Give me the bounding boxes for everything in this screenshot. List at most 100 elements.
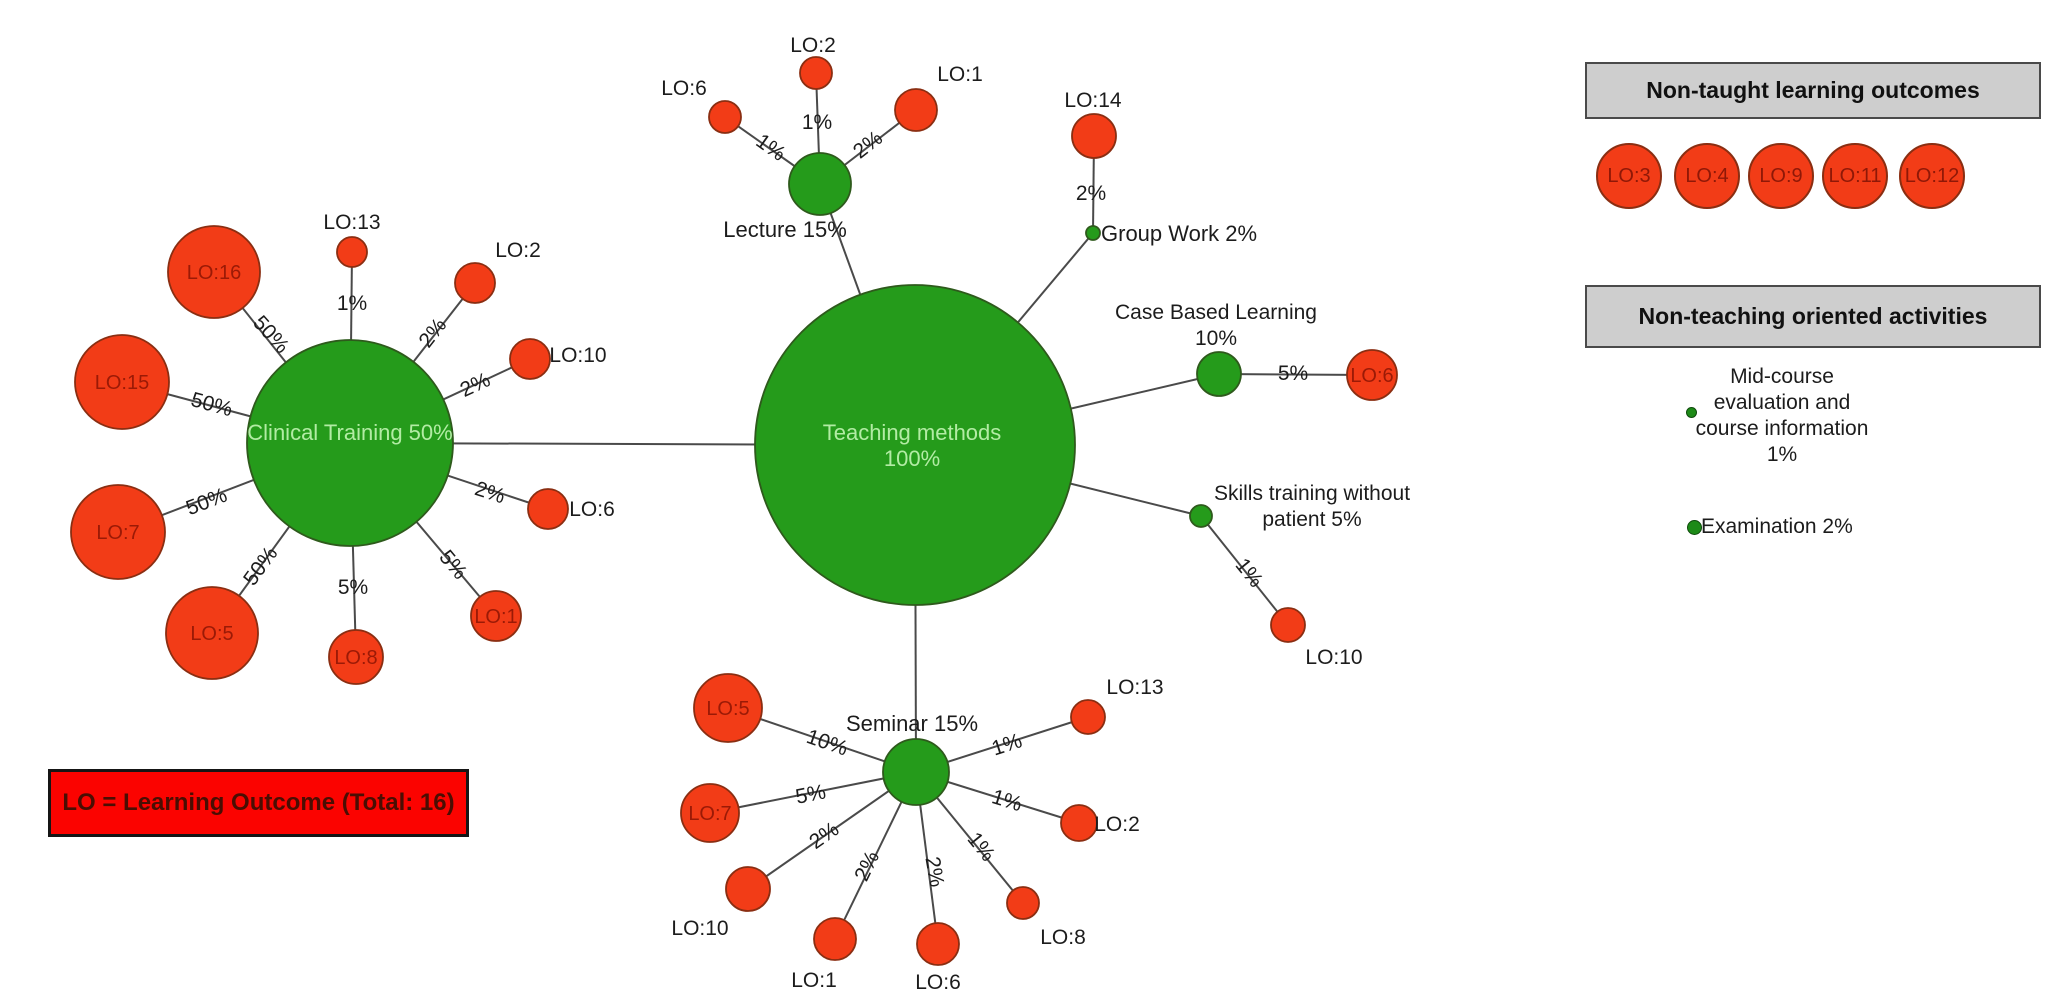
node-lo6-seminar <box>916 922 960 966</box>
label-lo13-clinical: LO:13 <box>323 211 380 234</box>
non-teaching-legend-header: Non-teaching oriented activities <box>1585 285 2041 348</box>
label-lo16-clinical: LO:16 <box>187 262 241 284</box>
node-lo2-clinical <box>454 262 496 304</box>
edge-label-clinical-lo1-clinical: 5% <box>434 546 471 584</box>
edge-label-seminar-lo10-seminar: 2% <box>805 818 843 854</box>
node-lo5-seminar <box>693 673 763 743</box>
label-clinical: Clinical Training 50% <box>247 420 452 445</box>
examination-item: Examination 2% <box>1701 515 1853 538</box>
label-lo7-clinical: LO:7 <box>96 522 139 544</box>
edge-label-group-work-lo14-groupwork: 2% <box>1076 182 1106 205</box>
node-lo5-clinical <box>165 586 259 680</box>
node-lo10-seminar <box>725 866 771 912</box>
node-lo6-cbl <box>1346 349 1398 401</box>
label-case-based-learning: Case Based Learning 10% <box>1115 301 1317 350</box>
outcome-label: LO:12 <box>1904 164 1960 187</box>
node-lo7-clinical <box>70 484 166 580</box>
node-lo10-clinical <box>509 338 551 380</box>
edge-label-clinical-lo10-clinical: 2% <box>457 368 494 402</box>
node-group-work <box>1085 225 1101 241</box>
label-lo10-seminar: LO:10 <box>671 917 728 940</box>
label-lo14-groupwork: LO:14 <box>1064 89 1122 112</box>
node-lo16-clinical <box>167 225 261 319</box>
label-lo2-seminar: LO:2 <box>1094 813 1140 836</box>
node-lo13-clinical <box>336 236 368 268</box>
non-taught-legend-title: Non-taught learning outcomes <box>1646 77 1980 103</box>
node-lo1-lecture <box>894 88 938 132</box>
node-lo7-seminar <box>680 783 740 843</box>
non-taught-outcome-circle: LO:11 <box>1822 143 1888 209</box>
edge-label-seminar-lo1-seminar: 2% <box>850 847 884 884</box>
node-lo1-seminar <box>813 917 857 961</box>
node-lo2-lecture <box>799 56 833 90</box>
edge-label-clinical-lo8-clinical: 5% <box>338 576 368 599</box>
label-lecture: Lecture 15% <box>723 217 847 242</box>
non-teaching-legend-title: Non-teaching oriented activities <box>1638 303 1988 329</box>
examination-dot-icon <box>1687 520 1702 535</box>
label-lo5-clinical: LO:5 <box>190 623 233 645</box>
edge-label-clinical-lo16-clinical: 50% <box>248 311 293 358</box>
edge-label-seminar-lo5-seminar: 10% <box>804 725 851 760</box>
label-lo15-clinical: LO:15 <box>95 372 149 394</box>
midcourse-line: course information <box>1695 417 1869 440</box>
node-teaching <box>754 284 1076 606</box>
label-lo6-seminar: LO:6 <box>915 971 961 994</box>
edge-label-lecture-lo2-lecture: 1% <box>802 111 832 134</box>
edge-label-seminar-lo7-seminar: 5% <box>794 780 828 808</box>
lo-note-text: LO = Learning Outcome (Total: 16) <box>62 789 455 816</box>
lo-abbreviation-note: LO = Learning Outcome (Total: 16) <box>48 769 469 837</box>
edge-label-seminar-lo13-seminar: 1% <box>989 729 1025 760</box>
edge-label-clinical-lo7-clinical: 50% <box>183 484 230 521</box>
label-lo6-cbl: LO:6 <box>1350 365 1393 387</box>
label-teaching: Teaching methods 100% <box>823 420 1002 471</box>
node-lo14-groupwork <box>1071 113 1117 159</box>
label-lo13-seminar: LO:13 <box>1106 676 1163 699</box>
node-lo2-seminar <box>1060 804 1098 842</box>
label-lo10-skills: LO:10 <box>1305 646 1362 669</box>
label-seminar: Seminar 15% <box>846 711 978 736</box>
midcourse-line: evaluation and <box>1713 391 1851 414</box>
edge-label-lecture-lo6-lecture: 1% <box>752 130 790 166</box>
node-skills-training <box>1189 504 1213 528</box>
outcome-label: LO:4 <box>1685 164 1729 187</box>
edge-label-case-based-learning-lo6-cbl: 5% <box>1278 362 1308 385</box>
midcourse-evaluation-item: Mid-course evaluation and course informa… <box>1657 364 1907 468</box>
edge-label-clinical-lo5-clinical: 50% <box>239 542 282 590</box>
node-clinical <box>246 339 454 547</box>
node-lo13-seminar <box>1070 699 1106 735</box>
non-taught-outcome-circle: LO:12 <box>1899 143 1965 209</box>
node-seminar <box>882 738 950 806</box>
edge-seminar-lo7-seminar <box>709 771 917 814</box>
label-lo2-lecture: LO:2 <box>790 34 836 57</box>
node-lo6-lecture <box>708 100 742 134</box>
label-lo2-clinical: LO:2 <box>495 239 541 262</box>
label-skills-training: Skills training without patient 5% <box>1214 482 1410 531</box>
label-lo8-seminar: LO:8 <box>1040 926 1086 949</box>
edge-label-clinical-lo6-clinical: 2% <box>472 477 508 508</box>
non-taught-outcome-circle: LO:4 <box>1674 143 1740 209</box>
edge-label-seminar-lo6-seminar: 2% <box>920 855 948 889</box>
edge-seminar-lo10-seminar <box>747 771 917 890</box>
non-taught-outcome-circle: LO:3 <box>1596 143 1662 209</box>
label-lo10-clinical: LO:10 <box>549 344 606 367</box>
label-lo8-clinical: LO:8 <box>334 647 377 669</box>
label-lo7-seminar: LO:7 <box>688 803 731 825</box>
node-lo6-clinical <box>527 488 569 530</box>
label-lo6-lecture: LO:6 <box>661 77 707 100</box>
label-lo1-seminar: LO:1 <box>791 969 837 992</box>
label-lo5-seminar: LO:5 <box>706 698 749 720</box>
edge-label-clinical-lo13-clinical: 1% <box>337 292 367 315</box>
edge-label-seminar-lo8-seminar: 1% <box>963 828 1000 866</box>
label-lo1-lecture: LO:1 <box>937 63 983 86</box>
label-lo6-clinical: LO:6 <box>569 498 615 521</box>
non-taught-outcome-circle: LO:9 <box>1748 143 1814 209</box>
node-lecture <box>788 152 852 216</box>
midcourse-dot-icon <box>1686 407 1697 418</box>
node-lo15-clinical <box>74 334 170 430</box>
label-lo1-clinical: LO:1 <box>474 606 517 628</box>
node-lo8-seminar <box>1006 886 1040 920</box>
midcourse-line: 1% <box>1766 443 1798 466</box>
node-lo10-skills <box>1270 607 1306 643</box>
